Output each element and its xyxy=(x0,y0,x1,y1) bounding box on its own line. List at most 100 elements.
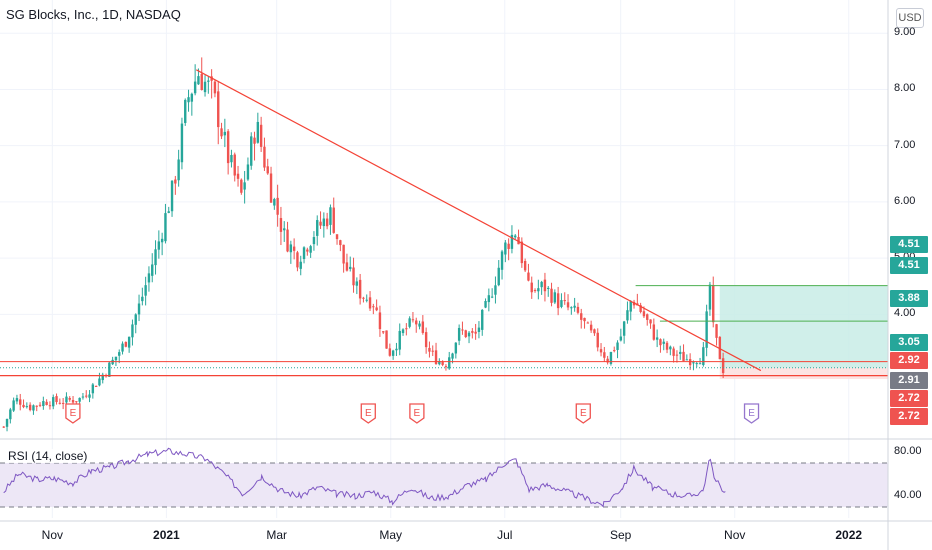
candle-body xyxy=(121,343,124,352)
candle-body xyxy=(127,336,131,348)
rsi-line xyxy=(3,447,726,508)
candle-body xyxy=(474,331,477,334)
candle-body xyxy=(679,351,682,354)
candle-body xyxy=(230,155,233,163)
candle-body xyxy=(685,359,689,361)
candle-body xyxy=(682,351,685,362)
rsi-tick-label: 40.00 xyxy=(894,489,922,501)
candle-body xyxy=(695,363,698,365)
candle-body xyxy=(296,252,299,268)
candle-body xyxy=(316,220,319,236)
candle-body xyxy=(38,404,42,406)
candle-body xyxy=(712,284,715,323)
candle-body xyxy=(42,401,45,407)
candle-body xyxy=(114,356,118,361)
candle-body xyxy=(421,321,425,333)
candle-body xyxy=(157,241,161,250)
earnings-marker: E xyxy=(360,403,376,424)
rsi-label: RSI (14, close) xyxy=(6,449,90,463)
position-zones xyxy=(719,285,888,380)
candle-body xyxy=(517,237,520,245)
candle-body xyxy=(494,285,497,295)
candle-body xyxy=(217,91,220,128)
candle-body xyxy=(471,331,474,333)
candle-body xyxy=(593,329,596,334)
candle-body xyxy=(9,409,12,420)
candle-body xyxy=(223,131,227,136)
candle-body xyxy=(335,234,339,240)
candle-body xyxy=(276,197,279,215)
price-tag: 3.88 xyxy=(890,290,928,307)
candle-body xyxy=(514,235,517,238)
candle-body xyxy=(438,361,441,365)
candle-body xyxy=(184,99,187,123)
candle-body xyxy=(411,319,415,321)
candle-body xyxy=(342,244,345,264)
candle-body xyxy=(497,267,500,286)
level-lines xyxy=(0,285,888,377)
price-tick-label: 4.00 xyxy=(894,307,916,320)
candle-body xyxy=(566,302,570,308)
candle-body xyxy=(481,309,484,330)
candle-body xyxy=(424,332,428,348)
currency-button[interactable]: USD xyxy=(896,8,924,28)
earnings-marker-shape xyxy=(65,403,81,424)
chart-title: SG Blocks, Inc., 1D, NASDAQ xyxy=(6,7,181,22)
candle-body xyxy=(510,234,514,249)
candle-body xyxy=(626,310,629,321)
candle-body xyxy=(200,73,203,91)
time-tick-label: Mar xyxy=(266,528,288,542)
candle-body xyxy=(197,76,200,85)
candle-body xyxy=(332,207,335,233)
price-tag: 4.51 xyxy=(890,257,928,274)
candle-body xyxy=(220,128,223,137)
candle-body xyxy=(75,401,78,403)
candle-body xyxy=(269,173,273,203)
candle-body xyxy=(48,405,52,407)
candle-body xyxy=(721,358,725,374)
rsi-tick-label: 80.00 xyxy=(894,445,922,457)
price-tick-label: 8.00 xyxy=(894,82,916,95)
candle-body xyxy=(487,295,491,303)
candle-body xyxy=(154,249,157,266)
candle-body xyxy=(164,213,167,242)
target-zone xyxy=(719,285,888,368)
candle-body xyxy=(362,297,365,299)
candle-body xyxy=(428,347,431,352)
time-tick-label: 2022 xyxy=(835,528,863,542)
candle-body xyxy=(434,350,438,365)
candle-body xyxy=(457,327,461,341)
candle-body xyxy=(203,81,207,93)
candle-body xyxy=(530,282,533,293)
trendline-layer[interactable] xyxy=(196,69,762,372)
candle-body xyxy=(672,348,675,356)
candle-body xyxy=(556,293,560,309)
candle-body xyxy=(151,264,154,276)
candle-body xyxy=(629,301,632,312)
candle-body xyxy=(88,394,91,398)
candle-body xyxy=(5,418,9,427)
candle-body xyxy=(253,137,256,144)
earnings-marker-label: E xyxy=(70,408,77,419)
candle-body xyxy=(325,218,329,227)
candle-body xyxy=(352,267,355,286)
descending-trendline xyxy=(196,69,762,372)
price-tag: 4.51 xyxy=(890,236,928,253)
time-tick-label: Nov xyxy=(724,528,746,542)
earnings-marker-label: E xyxy=(414,408,421,419)
price-tick-label: 6.00 xyxy=(894,194,916,207)
candle-body xyxy=(573,305,576,308)
candle-body xyxy=(448,357,451,369)
time-tick-label: 2021 xyxy=(153,528,180,542)
candle-body xyxy=(477,327,481,332)
candle-body xyxy=(368,297,372,309)
candle-body xyxy=(355,281,359,286)
candle-body xyxy=(12,400,15,411)
candle-body xyxy=(180,123,184,163)
candle-body xyxy=(246,164,250,180)
candle-body xyxy=(15,398,19,402)
candle-body xyxy=(560,300,563,307)
rsi-pane xyxy=(0,447,888,508)
earnings-marker-shape xyxy=(575,403,591,424)
